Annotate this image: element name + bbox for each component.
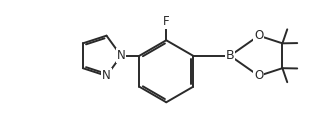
Text: B: B xyxy=(226,49,234,62)
Text: N: N xyxy=(102,69,111,82)
Text: N: N xyxy=(117,49,125,62)
Text: O: O xyxy=(254,69,264,82)
Text: O: O xyxy=(254,29,264,42)
Text: F: F xyxy=(163,15,169,28)
